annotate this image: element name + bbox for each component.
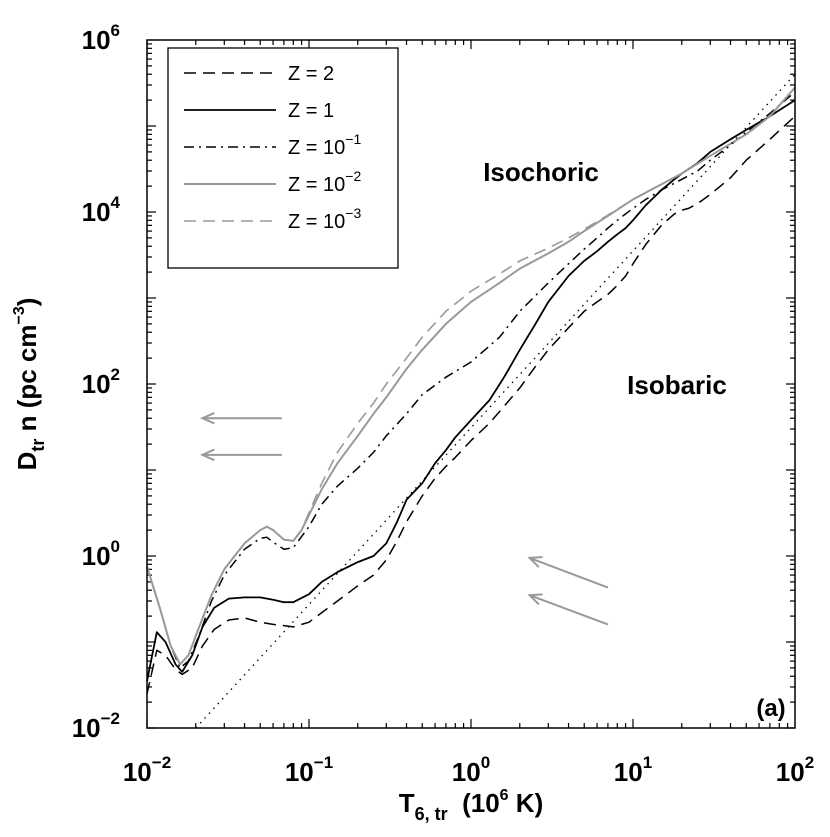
y-axis-label: Dtr n (pc cm−3) bbox=[11, 298, 48, 471]
legend-label: Z = 1 bbox=[288, 100, 334, 122]
y-tick-labels: 10−2 100 102 104 106 bbox=[72, 21, 121, 743]
legend-entry: Z = 10−1 bbox=[184, 131, 361, 159]
y-tick-label: 106 bbox=[82, 21, 120, 55]
y-tick-label: 10−2 bbox=[72, 709, 120, 743]
arrow bbox=[527, 593, 609, 626]
series-line bbox=[146, 86, 796, 666]
legend: Z = 2 Z = 1 Z = 10−1 Z = 10−2 Z = 10−3 bbox=[167, 47, 399, 269]
x-tick-label: 10−1 bbox=[285, 753, 333, 787]
x-tick-labels: 10−2 10−1 100 101 102 bbox=[123, 753, 814, 787]
legend-entry: Z = 10−3 bbox=[184, 205, 361, 233]
legend-entry: Z = 10−2 bbox=[184, 168, 361, 196]
y-tick-label: 104 bbox=[82, 193, 121, 227]
legend-label: Z = 10−1 bbox=[288, 131, 361, 159]
x-tick-label: 102 bbox=[776, 753, 814, 787]
series-line bbox=[146, 86, 796, 666]
x-tick-label: 100 bbox=[452, 753, 490, 787]
arrow bbox=[200, 412, 282, 425]
isochoric-label: Isochoric bbox=[483, 157, 599, 187]
series-line bbox=[195, 73, 796, 729]
legend-entry: Z = 1 bbox=[184, 100, 334, 122]
series-lines bbox=[146, 73, 796, 729]
arrow bbox=[527, 556, 609, 589]
panel-label: (a) bbox=[756, 695, 785, 722]
x-tick-label: 10−2 bbox=[123, 753, 171, 787]
isobaric-label: Isobaric bbox=[627, 370, 727, 400]
y-tick-label: 100 bbox=[82, 537, 120, 571]
x-axis-label: T6, tr (106 K) bbox=[399, 787, 544, 824]
y-tick-label: 102 bbox=[82, 365, 120, 399]
legend-label: Z = 10−3 bbox=[288, 205, 361, 233]
series-line bbox=[146, 91, 796, 669]
series-line bbox=[146, 115, 796, 694]
arrow bbox=[200, 448, 282, 462]
legend-box bbox=[167, 47, 399, 269]
plot-frame bbox=[146, 39, 796, 729]
legend-label: Z = 10−2 bbox=[288, 168, 361, 196]
arrows bbox=[200, 412, 609, 626]
legend-entry: Z = 2 bbox=[184, 63, 334, 85]
x-tick-label: 101 bbox=[614, 753, 652, 787]
legend-label: Z = 2 bbox=[288, 63, 334, 85]
